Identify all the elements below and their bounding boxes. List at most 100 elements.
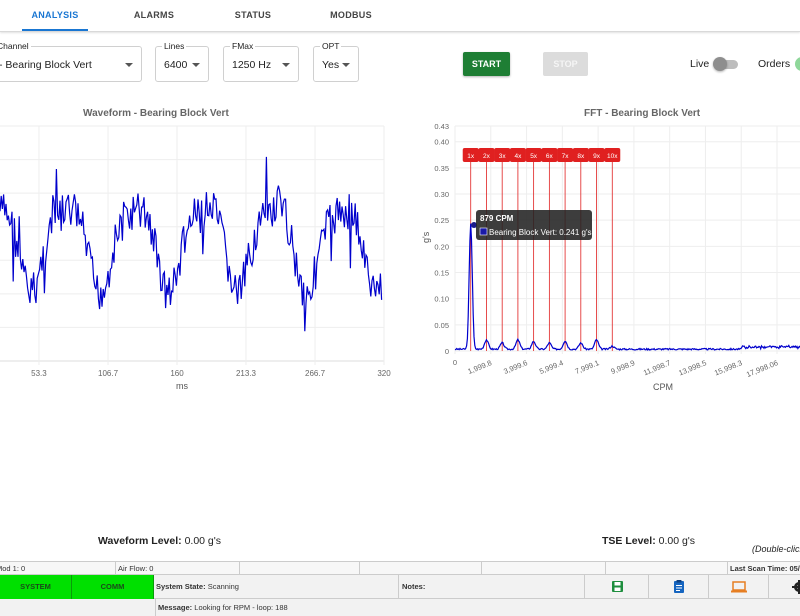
system-state-label: System State: [156, 582, 206, 591]
fft-y-tick: 0.35 [434, 164, 449, 173]
start-button[interactable]: START [463, 52, 510, 76]
lines-select[interactable]: Lines 6400 [155, 41, 209, 82]
waveform-chart[interactable]: 53.3 106.7 160 213.3 266.7 320 ms [0, 118, 400, 398]
opt-label: OPT [320, 41, 342, 51]
tse-level: TSE Level: 0.00 g's [602, 535, 695, 547]
order-marker-label: 9x [593, 153, 601, 160]
notes-field[interactable]: Notes: [398, 575, 584, 599]
order-marker-badge[interactable] [604, 148, 621, 162]
system-state-value: Scanning [207, 582, 239, 591]
chevron-down-icon [125, 63, 133, 67]
airflow-status: Air Flow: 0 [116, 562, 240, 575]
channel-value: - Bearing Block Vert [0, 59, 92, 71]
waveform-title: Waveform - Bearing Block Vert [83, 108, 229, 119]
live-toggle[interactable] [716, 60, 738, 69]
status-row-message: Message: Looking for RPM - loop: 188 [0, 599, 800, 616]
order-marker-badge[interactable] [588, 148, 605, 162]
waveform-x-tick: 320 [377, 369, 391, 378]
save-button[interactable] [584, 575, 648, 599]
lines-label: Lines [162, 41, 187, 51]
status-row-main: SYSTEM COMM System State: Scanning Notes… [0, 575, 800, 599]
fft-x-tick: 9,998.9 [610, 358, 637, 376]
order-marker-badge[interactable] [494, 148, 511, 162]
gear-icon [792, 580, 800, 594]
fft-peak-point[interactable] [471, 222, 477, 228]
message-value: Looking for RPM - loop: 188 [194, 603, 288, 612]
status-cell-empty-1 [240, 562, 360, 575]
order-marker-label: 8x [577, 153, 585, 160]
order-marker-badge[interactable] [541, 148, 558, 162]
last-scan-time: Last Scan Time: 05/ [728, 562, 800, 575]
tab-modbus[interactable]: MODBUS [330, 10, 372, 20]
lines-value: 6400 [164, 59, 188, 71]
clipboard-button[interactable] [648, 575, 708, 599]
order-marker-badge[interactable] [462, 148, 479, 162]
channel-select[interactable]: Channel - Bearing Block Vert [0, 41, 142, 82]
fft-x-tick: 13,998.5 [677, 358, 707, 377]
order-marker-label: 7x [562, 153, 570, 160]
order-marker-badge[interactable] [509, 148, 526, 162]
fmax-select[interactable]: FMax 1250 Hz [223, 41, 299, 82]
fft-y-tick: 0.43 [434, 122, 449, 131]
fmax-label: FMax [230, 41, 256, 51]
order-marker-label: 6x [546, 153, 554, 160]
tab-status[interactable]: STATUS [234, 10, 272, 20]
fft-y-tick: 0.15 [434, 269, 449, 278]
tab-bar: ANALYSIS ALARMS STATUS MODBUS [0, 0, 800, 32]
fft-series-line [454, 223, 800, 352]
fft-xlabel: CPM [653, 382, 673, 392]
fft-y-tick: 0.10 [434, 295, 449, 304]
laptop-button[interactable] [708, 575, 768, 599]
fft-x-tick: 5,999.4 [538, 358, 565, 376]
fft-y-tick: 0 [445, 347, 449, 356]
fft-y-tick: 0.40 [434, 138, 449, 147]
fft-x-tick: 1,999.8 [466, 358, 493, 376]
waveform-xlabel: ms [176, 381, 188, 391]
fft-y-tick: 0.05 [434, 321, 449, 330]
fft-y-tick: 0.20 [434, 242, 449, 251]
opt-value: Yes [322, 59, 340, 71]
chevron-down-icon [192, 63, 200, 67]
orders-toggle[interactable] [795, 57, 800, 71]
settings-button[interactable] [768, 575, 800, 599]
clipboard-icon [674, 580, 684, 593]
channel-label: Channel [0, 41, 31, 51]
fmax-value: 1250 Hz [232, 59, 272, 71]
live-toggle-knob[interactable] [713, 57, 727, 71]
stop-button[interactable]: STOP [543, 52, 588, 76]
fft-x-tick: 17,998.06 [745, 358, 779, 379]
order-marker-badge[interactable] [478, 148, 495, 162]
status-cell-empty-3 [482, 562, 606, 575]
message-line: Message: Looking for RPM - loop: 188 [155, 599, 288, 616]
waveform-series-line [0, 156, 383, 332]
tooltip-title: 879 CPM [480, 214, 514, 223]
fft-ylabel: g's [421, 231, 431, 243]
opt-select[interactable]: OPT Yes [313, 41, 359, 82]
fft-chart[interactable]: 0 0.05 0.10 0.15 0.20 0.25 0.30 0.35 0.40 0.43 g'… [410, 118, 800, 398]
fft-y-tick: 0.30 [434, 190, 449, 199]
save-icon [612, 581, 623, 592]
fft-x-tick: 0 [453, 358, 457, 367]
fft-y-tick: 0.25 [434, 216, 449, 225]
waveform-x-tick: 106.7 [98, 369, 119, 378]
chevron-down-icon [282, 63, 290, 67]
fft-title: FFT - Bearing Block Vert [584, 108, 701, 119]
order-marker-badge[interactable] [525, 148, 542, 162]
order-marker-label: 3x [499, 153, 507, 160]
order-marker-badge[interactable] [557, 148, 574, 162]
mod1-status: Mod 1: 0 [0, 562, 116, 575]
tse-level-label: TSE Level: [602, 535, 656, 547]
order-marker-label: 5x [530, 153, 538, 160]
waveform-level: Waveform Level: 0.00 g's [98, 535, 221, 547]
tab-alarms[interactable]: ALARMS [133, 10, 175, 20]
order-marker-label: 10x [607, 153, 618, 160]
status-cell-empty-4 [606, 562, 728, 575]
fft-tooltip: 879 CPM Bearing Block Vert: 0.241 g's [476, 210, 592, 240]
notes-label: Notes: [402, 582, 426, 591]
fft-x-tick: 3,999.6 [502, 358, 529, 376]
order-marker-badge[interactable] [572, 148, 589, 162]
tab-analysis[interactable]: ANALYSIS [22, 0, 88, 31]
tooltip-series: Bearing Block Vert: 0.241 g's [489, 228, 591, 237]
laptop-icon [731, 581, 747, 593]
